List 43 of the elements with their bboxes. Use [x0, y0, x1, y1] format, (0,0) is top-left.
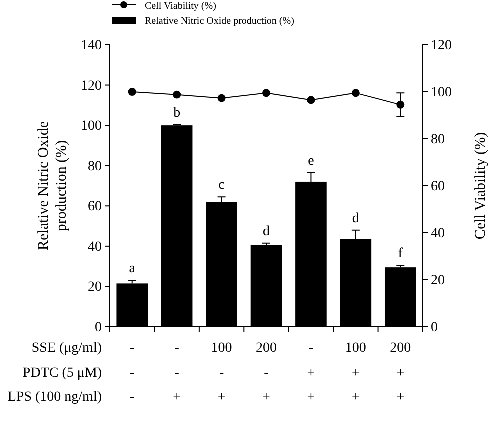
text: LPS (100 ng/ml) — [8, 390, 102, 405]
y2-tick-label: 100 — [431, 85, 452, 100]
data-label: d — [263, 224, 270, 240]
y2-tick-label: 80 — [431, 132, 445, 148]
y2-tick-label: 120 — [431, 38, 452, 54]
data-label: c — [218, 178, 225, 194]
legend-label: Relative Nitric Oxide production (%) — [145, 16, 294, 27]
x-tick-label: 200 - + — [256, 341, 277, 405]
y-tick-label: 100 — [81, 119, 102, 134]
point — [307, 96, 316, 104]
y2-tick-label: 40 — [431, 226, 445, 242]
x-tick-label: - + + — [307, 341, 316, 405]
y2-axis-title: Cell Viability (%) — [473, 132, 489, 240]
y-tick-label: 60 — [88, 200, 102, 215]
point — [173, 90, 182, 99]
y-tick-label: 80 — [88, 159, 102, 174]
y-tick-label: 20 — [88, 280, 102, 296]
x-tick-label: 200 + + — [390, 341, 412, 405]
point — [128, 88, 136, 96]
point — [262, 89, 270, 98]
x-tick-label: - - - — [130, 341, 136, 405]
x-tick-label: - - + — [173, 341, 182, 405]
text: PDTC (5 μM) — [22, 366, 102, 381]
y-tick-label: 120 — [81, 78, 102, 94]
x-tick-label: 100 - + — [211, 341, 232, 405]
y-tick-label: 0 — [95, 320, 102, 336]
data-label: a — [129, 262, 136, 277]
data-label: b — [174, 106, 181, 121]
y2-tick-label: 20 — [431, 273, 445, 288]
point — [352, 89, 360, 98]
y2-tick-label: 60 — [431, 179, 445, 194]
y2-tick-label: 0 — [431, 320, 438, 336]
x-tick-label: 100 + + — [345, 341, 366, 405]
y-tick-label: 140 — [81, 38, 102, 54]
text: SSE (μg/ml) — [32, 341, 102, 356]
y-axis-title: Relative Nitric Oxide production (%) — [36, 121, 70, 251]
point — [218, 94, 226, 102]
data-label: e — [308, 154, 314, 169]
data-label: f — [398, 246, 404, 262]
y-tick-label: 40 — [88, 240, 102, 255]
legend-label: Cell Viability (%) — [145, 1, 216, 12]
data-label: d — [352, 211, 360, 226]
point — [396, 100, 405, 109]
